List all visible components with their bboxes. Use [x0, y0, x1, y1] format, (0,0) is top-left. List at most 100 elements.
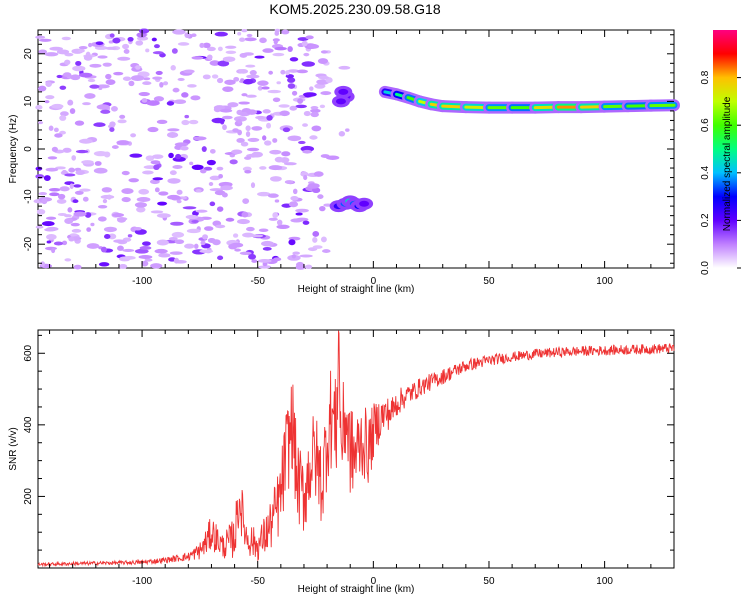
noise-speck — [242, 166, 252, 172]
noise-speck — [240, 78, 245, 82]
noise-speck — [60, 111, 69, 117]
noise-speck — [69, 183, 74, 190]
noise-speck — [41, 221, 55, 227]
noise-speck — [287, 135, 302, 142]
noise-speck — [156, 239, 169, 246]
noise-speck — [156, 213, 171, 218]
spectrogram-plot-area — [33, 28, 680, 270]
noise-speck — [81, 160, 94, 165]
noise-speck — [154, 187, 160, 193]
noise-speck — [184, 243, 195, 249]
noise-speck — [238, 69, 249, 74]
noise-speck — [305, 35, 314, 40]
noise-speck — [73, 264, 82, 270]
noise-speck — [267, 193, 279, 198]
noise-speck — [299, 254, 313, 258]
noise-speck — [200, 169, 207, 174]
noise-speck — [272, 97, 281, 103]
noise-speck — [303, 52, 310, 57]
noise-speck — [133, 227, 142, 231]
noise-speck — [112, 213, 125, 218]
noise-speck — [262, 109, 271, 114]
noise-speck — [320, 50, 328, 54]
noise-speck — [174, 239, 185, 245]
noise-speck — [295, 208, 309, 213]
noise-speck — [111, 145, 119, 149]
noise-speck — [225, 45, 237, 49]
noise-speck — [111, 105, 118, 112]
noise-speck — [136, 206, 146, 213]
noise-speck — [169, 170, 177, 176]
noise-speck — [244, 37, 257, 42]
noise-speck — [107, 194, 112, 200]
noise-speck — [78, 46, 88, 50]
noise-speck — [274, 46, 287, 51]
noise-speck — [313, 171, 324, 177]
noise-speck — [166, 101, 175, 106]
noise-speck — [44, 52, 59, 57]
noise-speck — [257, 85, 263, 91]
noise-speck — [61, 169, 67, 175]
noise-speck — [284, 180, 294, 185]
noise-speck — [248, 253, 257, 260]
noise-speck — [261, 86, 270, 90]
noise-speck — [93, 167, 108, 174]
noise-speck — [41, 198, 48, 205]
noise-speck — [67, 207, 73, 213]
noise-speck — [192, 136, 207, 141]
noise-speck — [285, 70, 290, 76]
noise-speck — [168, 237, 178, 241]
noise-speck — [232, 233, 239, 238]
spectrogram-x-label: Height of straight line (km) — [298, 284, 415, 295]
noise-speck — [229, 154, 236, 158]
noise-speck — [181, 119, 190, 126]
noise-speck — [175, 153, 182, 160]
noise-speck — [288, 239, 296, 246]
noise-speck — [234, 248, 242, 252]
noise-speck — [151, 37, 157, 42]
noise-speck — [59, 186, 70, 192]
noise-speck — [59, 85, 67, 90]
noise-speck — [238, 101, 250, 105]
noise-speck — [168, 152, 174, 159]
noise-speck — [167, 178, 181, 184]
noise-speck — [167, 194, 181, 200]
noise-speck — [264, 140, 272, 146]
x-tick-label: 50 — [483, 276, 495, 287]
noise-speck — [61, 36, 71, 41]
noise-speck — [45, 95, 55, 100]
noise-speck — [169, 251, 183, 255]
noise-speck — [276, 224, 290, 230]
noise-speck — [200, 240, 206, 246]
noise-speck — [82, 102, 91, 106]
noise-speck — [149, 179, 160, 185]
y-tick-label: 400 — [23, 416, 34, 433]
noise-speck — [301, 40, 308, 47]
noise-speck — [262, 246, 272, 251]
noise-speck — [152, 154, 164, 159]
noise-speck — [113, 71, 124, 76]
noise-speck — [245, 125, 251, 132]
noise-speck — [317, 194, 324, 199]
blob-core — [338, 88, 349, 95]
noise-speck — [233, 76, 240, 82]
noise-speck — [44, 100, 50, 104]
noise-speck — [320, 154, 330, 158]
x-tick-label: 0 — [371, 276, 377, 287]
noise-speck — [152, 177, 164, 181]
y-tick-label: 200 — [23, 488, 34, 505]
noise-speck — [241, 93, 248, 97]
colorbar-tick-label: 0.8 — [700, 70, 711, 84]
noise-speck — [338, 131, 346, 137]
noise-speck — [276, 219, 283, 226]
noise-speck — [176, 189, 183, 195]
noise-speck — [130, 75, 145, 82]
noise-speck — [287, 46, 293, 52]
noise-speck — [117, 56, 131, 61]
noise-speck — [295, 217, 309, 222]
noise-speck — [83, 54, 93, 61]
noise-speck — [297, 98, 304, 104]
noise-speck — [320, 236, 327, 243]
noise-speck — [288, 201, 299, 208]
noise-speck — [262, 261, 268, 267]
